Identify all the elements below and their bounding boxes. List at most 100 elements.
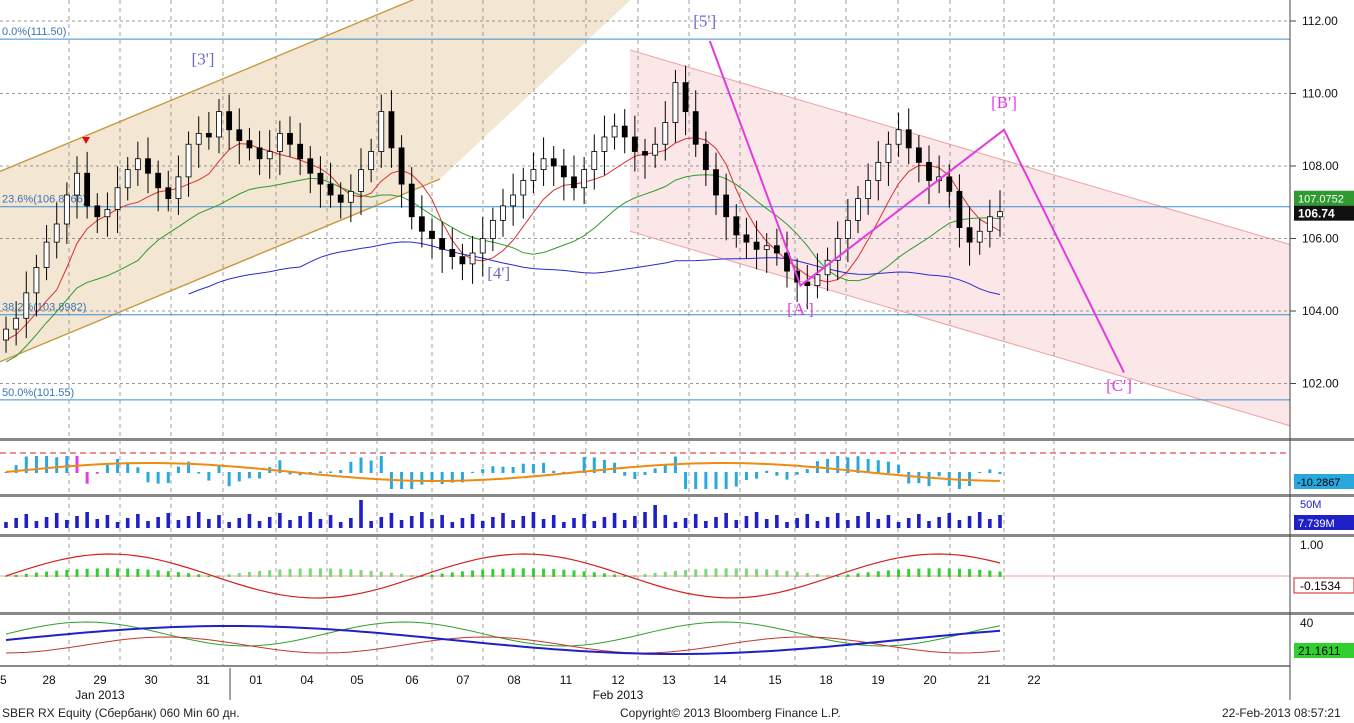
panel1-bar [95,472,99,474]
panel1-bar [998,472,1002,475]
volume-bar [876,519,881,528]
panel1-bar [765,470,769,473]
candle-body [459,256,466,265]
volume-bar [125,518,130,528]
volume-bar [998,515,1002,528]
month-label: Feb 2013 [593,688,644,702]
x-tick-label: 18 [819,673,833,687]
panel1-bar [633,472,637,479]
panel3-bar [55,570,59,577]
panel3-bar [329,568,333,577]
candle-body [74,172,80,196]
panel1-bar [75,456,79,473]
panel1-bar [288,472,292,475]
volume-bar [399,520,404,528]
panel3-bar [217,575,221,577]
candle-body [804,281,811,287]
panel1-bar [663,464,667,473]
candle-body [713,169,719,196]
candle-body [865,180,872,200]
candle-body [368,151,375,171]
panel1-bar [734,472,738,487]
panel3-bar [440,573,444,577]
volume-bar [805,514,810,528]
candle-body [723,194,730,218]
panel3-bar [531,568,535,577]
volume-bar [775,515,779,528]
volume-bar [815,521,820,528]
panel3-bar [785,570,789,577]
panel3-bar [755,568,759,577]
candle-body [84,172,91,207]
panel3-bar [156,570,160,577]
candle-body [489,219,496,239]
candle-body [104,209,111,218]
volume-bar [866,512,870,528]
price-tick-label: 110.00 [1302,87,1338,101]
up-channel-bottom [0,178,441,363]
candle-body [773,245,780,254]
panel1-bar [55,457,59,473]
volume-bar [673,522,678,528]
candle-body [591,151,598,171]
candle-body [226,111,233,131]
panel3-bar [947,568,951,577]
volume-bar [379,517,384,528]
panel1-bar [24,456,28,473]
sell-marker-icon [82,137,90,144]
candle-body [520,180,527,196]
panel1-bar [968,472,972,487]
volume-bar [430,519,434,528]
panel3-bar [856,573,860,577]
panel3-bar [126,568,130,577]
panel3-bar [298,568,302,577]
panel3-bar [978,569,982,577]
panel3-bar [4,576,8,577]
volume-bar [65,520,69,528]
volume-bar [4,522,8,528]
volume-bar [278,513,282,528]
panel1-bar [978,472,982,474]
panel1-bar [450,472,454,483]
candle-body [378,111,385,152]
panel3-bar [653,572,657,577]
panel3-bar [714,568,718,577]
panel3-bar [937,568,941,577]
ma-green [5,174,1001,363]
panel3-bar [694,569,698,577]
x-tick-label: 01 [249,673,263,687]
panel1-bar [724,472,728,489]
panel3-bar [775,570,779,577]
panel3-bar [886,570,890,577]
down-channel-bottom [629,230,1291,427]
volume-bar [917,514,921,528]
x-tick-label: 14 [713,673,727,687]
panel1-bar [349,461,353,473]
candle-body [753,241,760,250]
panel3-bar [308,568,312,577]
volume-bar [115,522,120,528]
candle-body [33,267,40,294]
x-tick-label: 19 [871,673,885,687]
candle-body [429,230,435,239]
price-tick-label: 102.00 [1302,377,1339,391]
volume-bar [247,514,252,528]
volume-bar [592,521,597,528]
panel3-bar [349,569,353,577]
volume-bar [562,522,566,528]
volume-bar [24,514,29,528]
volume-bar [491,517,495,528]
candle-body [337,194,344,203]
panel1-bar [258,472,262,479]
down-channel-top [629,49,1291,245]
volume-bar [693,514,698,528]
volume-bar [54,513,59,528]
panel3-bar [359,569,363,577]
panel1-bar [592,457,596,473]
wave-label-5: [C'] [1106,376,1132,395]
panel-separator-2 [0,534,1354,537]
volume-bar [764,519,769,528]
panel3-bar [400,573,404,577]
panel1-bar [937,472,941,477]
candle-body [784,252,790,272]
